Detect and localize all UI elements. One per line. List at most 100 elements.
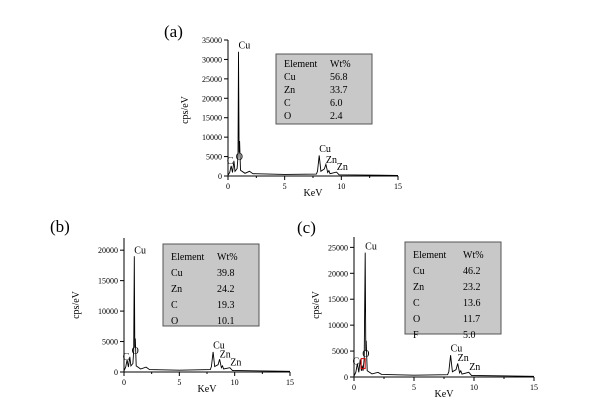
y-tick-label: 20000 bbox=[202, 94, 222, 103]
table-wt-value: 33.7 bbox=[330, 85, 348, 96]
peak-label: Zn bbox=[220, 349, 231, 360]
table-element: Zn bbox=[413, 282, 424, 293]
x-tick-label: 15 bbox=[286, 378, 294, 387]
spectrum-line bbox=[227, 51, 399, 176]
table-wt-value: 46.2 bbox=[463, 266, 481, 277]
peak-label: C bbox=[227, 156, 234, 167]
y-axis-label: cps/eV bbox=[180, 95, 191, 124]
y-tick-label: 10000 bbox=[328, 321, 348, 330]
table-element: Zn bbox=[284, 85, 295, 96]
x-axis-label: KeV bbox=[435, 389, 455, 400]
peak-label: Cu bbox=[213, 340, 225, 351]
table-header: Wt% bbox=[330, 59, 351, 70]
table-wt-value: 2.4 bbox=[330, 111, 343, 122]
panel-c: (c) 0 5 10 15 0 5000 10000 15000 20000 25000 KeV cps… bbox=[297, 218, 538, 400]
y-axis-label: cps/eV bbox=[311, 290, 322, 319]
peak-label: O bbox=[362, 349, 369, 360]
y-tick-label: 25000 bbox=[202, 75, 222, 84]
composition-table bbox=[162, 243, 260, 327]
x-axis-label: KeV bbox=[304, 188, 324, 199]
peak-label: O bbox=[236, 152, 243, 163]
x-tick-label: 0 bbox=[122, 378, 126, 387]
table-wt-value: 56.8 bbox=[330, 72, 348, 83]
peak-label: Zn bbox=[326, 155, 337, 166]
x-tick-label: 5 bbox=[177, 378, 181, 387]
x-tick-label: 5 bbox=[412, 383, 416, 392]
panel-label: (b) bbox=[50, 217, 70, 236]
y-tick-label: 0 bbox=[114, 368, 118, 377]
y-tick-label: 0 bbox=[218, 172, 222, 181]
x-tick-label: 0 bbox=[352, 383, 356, 392]
y-tick-label: 25000 bbox=[328, 243, 348, 252]
peak-label: C bbox=[123, 352, 130, 363]
table-wt-value: 39.8 bbox=[217, 268, 235, 279]
composition-table bbox=[404, 241, 502, 335]
table-wt-value: 19.3 bbox=[217, 300, 235, 311]
spectrum-line bbox=[123, 256, 291, 372]
table-element: Cu bbox=[413, 266, 425, 277]
table-wt-value: 5.0 bbox=[463, 330, 476, 341]
table-header: Element bbox=[171, 252, 205, 263]
table-wt-value: 23.2 bbox=[463, 282, 481, 293]
table-element: C bbox=[171, 300, 178, 311]
table-wt-value: 11.7 bbox=[463, 314, 480, 325]
y-tick-label: 10000 bbox=[202, 133, 222, 142]
x-axis-label: KeV bbox=[198, 384, 218, 395]
table-wt-value: 10.1 bbox=[217, 316, 235, 327]
x-tick-label: 10 bbox=[470, 383, 478, 392]
table-element: O bbox=[171, 316, 178, 327]
y-tick-label: 5000 bbox=[102, 338, 118, 347]
y-tick-label: 20000 bbox=[328, 269, 348, 278]
peak-label: Cu bbox=[451, 344, 463, 355]
peak-label: Zn bbox=[469, 362, 480, 373]
x-tick-label: 10 bbox=[337, 182, 345, 191]
peak-label: Zn bbox=[458, 353, 469, 364]
y-axis-label: cps/eV bbox=[71, 290, 82, 319]
y-tick-label: 0 bbox=[344, 373, 348, 382]
peak-label: Cu bbox=[365, 242, 377, 253]
x-tick-label: 5 bbox=[283, 182, 287, 191]
x-tick-label: 15 bbox=[530, 383, 538, 392]
y-tick-label: 10000 bbox=[98, 307, 118, 316]
x-tick-label: 10 bbox=[231, 378, 239, 387]
f-peak-marker bbox=[360, 358, 366, 370]
peak-label: C bbox=[353, 357, 360, 368]
y-tick-label: 35000 bbox=[202, 36, 222, 45]
y-tick-label: 5000 bbox=[332, 347, 348, 356]
table-element: C bbox=[284, 98, 291, 109]
table-element: Zn bbox=[171, 284, 182, 295]
y-tick-label: 5000 bbox=[206, 153, 222, 162]
composition-table bbox=[275, 53, 373, 125]
table-element: Cu bbox=[284, 72, 296, 83]
y-tick-label: 30000 bbox=[202, 55, 222, 64]
table-element: O bbox=[284, 111, 291, 122]
table-wt-value: 24.2 bbox=[217, 284, 235, 295]
peak-label: Zn bbox=[337, 162, 348, 173]
y-tick-label: 15000 bbox=[98, 277, 118, 286]
panel-label: (c) bbox=[297, 218, 316, 237]
table-element: Cu bbox=[171, 268, 183, 279]
y-tick-label: 15000 bbox=[328, 295, 348, 304]
table-element: F bbox=[413, 330, 419, 341]
table-wt-value: 13.6 bbox=[463, 298, 481, 309]
table-wt-value: 6.0 bbox=[330, 98, 343, 109]
table-element: O bbox=[413, 314, 420, 325]
table-header: Element bbox=[413, 250, 447, 261]
panel-label: (a) bbox=[164, 22, 183, 41]
peak-label: Cu bbox=[319, 144, 331, 155]
x-tick-label: 0 bbox=[226, 182, 230, 191]
peak-label: Cu bbox=[134, 245, 146, 256]
panel-a: (a) 0 5 10 15 0 5000 10000 15000 20000 25000 30000 3… bbox=[164, 22, 402, 199]
table-header: Wt% bbox=[217, 252, 238, 263]
x-tick-label: 15 bbox=[394, 182, 402, 191]
table-element: C bbox=[413, 298, 420, 309]
peak-label: Zn bbox=[230, 357, 241, 368]
peak-label: O bbox=[132, 346, 139, 357]
table-header: Element bbox=[284, 59, 318, 70]
panel-b: (b) 0 5 10 15 0 5000 10000 15000 20000 KeV cps/eV Cu… bbox=[50, 217, 294, 395]
y-tick-label: 20000 bbox=[98, 246, 118, 255]
table-header: Wt% bbox=[463, 250, 484, 261]
peak-label: Cu bbox=[239, 41, 251, 52]
y-tick-label: 15000 bbox=[202, 114, 222, 123]
